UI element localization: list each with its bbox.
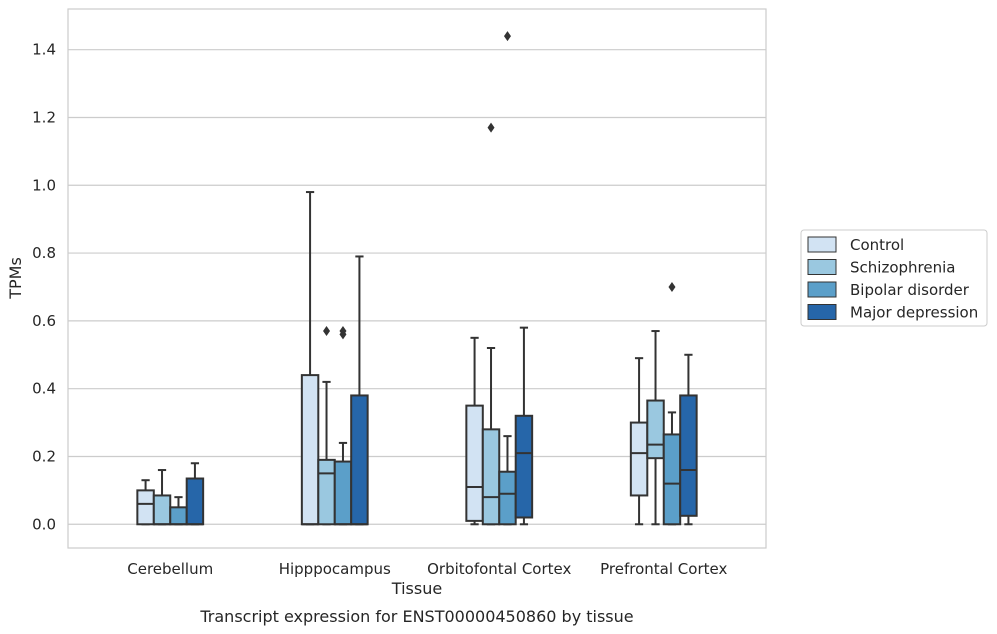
legend-frame [800,229,988,327]
legend-swatch [807,281,837,298]
box [350,394,369,526]
legend-swatch [807,304,837,320]
x-tick-label: Prefrontal Cortex [600,560,727,578]
legend: Control Schizophrenia Bipolar disorder Majo… [800,229,988,327]
legend-label: Bipolar disorder [850,281,970,299]
legend-swatch [807,236,837,253]
box [646,399,665,460]
outlier-point [487,122,495,133]
y-tick-label: 0.2 [32,447,56,465]
box [629,421,649,497]
y-axis-label: TPMs [6,257,25,300]
outlier-point [323,326,331,337]
plot-area-background [68,9,766,548]
box [317,458,336,526]
y-tick-label: 0.6 [32,312,56,330]
x-tick-label: Hipppocampus [279,560,391,578]
y-tick-label: 1.0 [32,176,56,194]
x-tick-label: Cerebellum [127,560,213,578]
box [300,374,320,526]
box [465,404,484,522]
box [498,470,517,526]
chart-title: Transcript expression for ENST0000045086… [199,607,633,626]
outlier-point [503,31,511,42]
legend-label: Control [850,236,904,254]
y-tick-labels: 0.0 0.2 0.4 0.6 0.8 1.0 1.2 1.4 [32,41,56,534]
y-tick-label: 1.2 [32,108,56,126]
series-group [136,191,649,526]
series-group [185,255,698,526]
box [679,394,698,517]
legend-label: Schizophrenia [850,259,955,277]
box [481,428,501,526]
y-tick-label: 0.0 [32,515,56,533]
y-tick-label: 0.8 [32,244,56,262]
outlier-point [339,326,347,337]
box [169,506,188,526]
legend-label: Major depression [850,304,978,322]
series-group [152,122,665,526]
y-tick-label: 1.4 [32,41,56,59]
box [662,433,682,526]
plot-area-frame [67,8,767,549]
series-group [169,31,682,526]
x-axis-label: Tissue [391,579,442,598]
outlier-point [668,281,676,292]
box [333,460,353,526]
x-tick-label: Orbitofontal Cortex [427,560,571,578]
y-gridlines [68,49,766,525]
box [185,477,205,526]
legend-swatch [807,259,837,275]
x-tick-labels: Cerebellum Hipppocampus Orbitofontal Corte… [127,560,727,578]
box-series [136,31,698,526]
box [136,489,155,526]
y-tick-label: 0.4 [32,380,56,398]
box [152,494,172,526]
box [514,414,534,519]
